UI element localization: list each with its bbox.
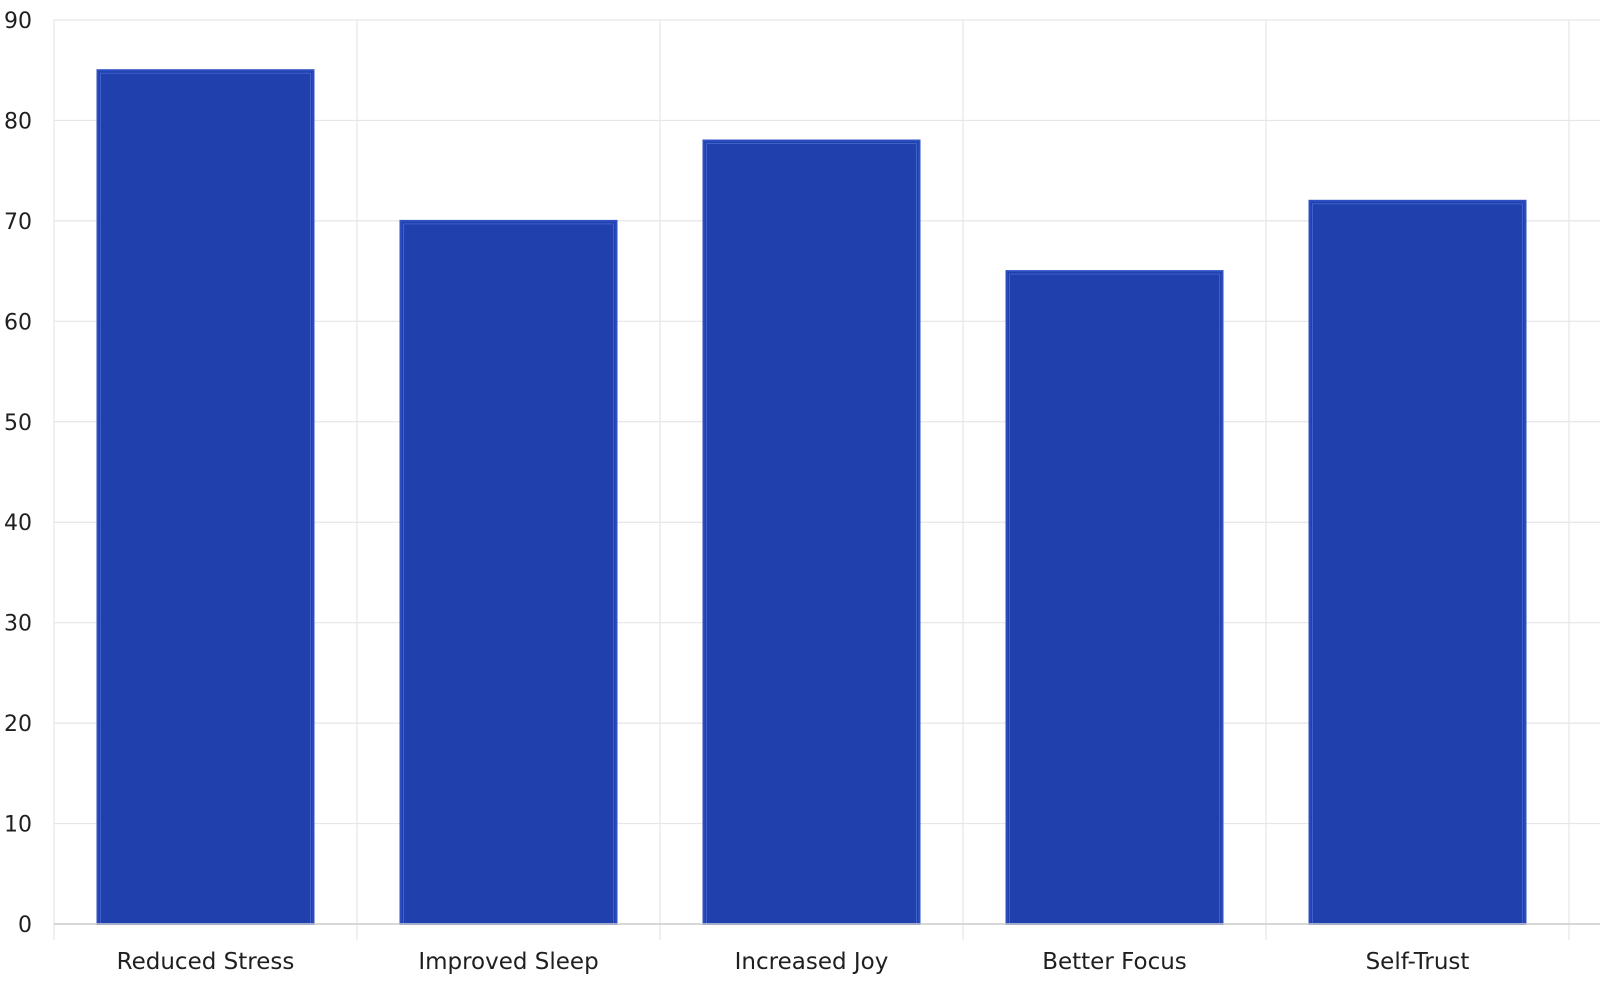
bar-layer: [96, 69, 1527, 926]
x-tick-label: Increased Joy: [735, 949, 889, 975]
y-tick-label: 40: [4, 511, 32, 536]
y-tick-label: 10: [4, 813, 32, 838]
y-tick-label: 80: [4, 109, 32, 134]
label-layer: 0 10 20 30 40 50 60 70 80 90 Reduced Stress Improve…: [4, 9, 1469, 975]
bar-group: [96, 69, 315, 925]
bar: [399, 219, 618, 925]
x-tick-label: Improved Sleep: [418, 949, 598, 975]
y-tick-label: 0: [18, 913, 32, 938]
y-tick-label: 60: [4, 310, 32, 335]
y-tick-label: 90: [4, 9, 32, 34]
bar-group: [399, 219, 618, 925]
axis-layer: [53, 20, 1600, 940]
bar: [1308, 199, 1527, 926]
y-tick-label: 30: [4, 612, 32, 637]
x-tick-label: Better Focus: [1042, 949, 1187, 975]
x-tick-label: Reduced Stress: [117, 949, 295, 975]
bar: [702, 139, 921, 926]
y-tick-label: 20: [4, 712, 32, 737]
bar: [96, 69, 315, 925]
bar-group: [1005, 270, 1224, 926]
y-tick-label: 70: [4, 210, 32, 235]
bar-group: [702, 139, 921, 926]
y-tick-label: 50: [4, 411, 32, 436]
bar: [1005, 270, 1224, 926]
bar-group: [1308, 199, 1527, 926]
x-tick-label: Self-Trust: [1366, 949, 1470, 975]
